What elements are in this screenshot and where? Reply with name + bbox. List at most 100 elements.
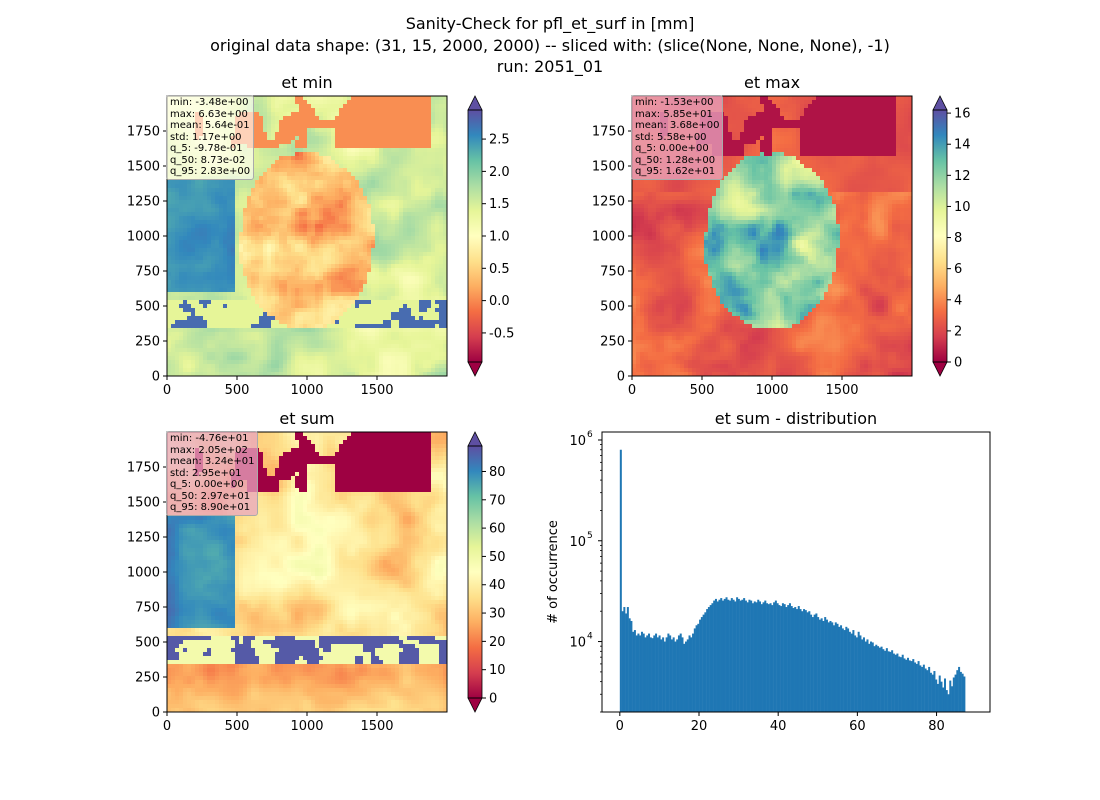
heatmap-cell bbox=[263, 268, 268, 273]
heatmap-cell bbox=[199, 364, 204, 369]
heatmap-cell bbox=[323, 288, 328, 293]
heatmap-cell bbox=[191, 256, 196, 261]
heatmap-cell bbox=[359, 112, 364, 117]
heatmap-cell bbox=[315, 228, 320, 233]
y-tick-label: 750 bbox=[135, 265, 160, 280]
heatmap-cell bbox=[343, 336, 348, 341]
heatmap-cell bbox=[287, 196, 292, 201]
heatmap-cell bbox=[331, 128, 336, 133]
heatmap-cell bbox=[215, 328, 220, 333]
heatmap-cell bbox=[351, 320, 356, 325]
heatmap-cell bbox=[395, 276, 400, 281]
heatmap-cell bbox=[191, 372, 196, 376]
heatmap-cell bbox=[439, 132, 444, 137]
heatmap-cell bbox=[379, 156, 384, 161]
heatmap-cell bbox=[191, 288, 196, 293]
heatmap-cell bbox=[379, 148, 384, 153]
heatmap-cell bbox=[251, 368, 256, 373]
heatmap-cell bbox=[239, 332, 244, 337]
heatmap-cell bbox=[375, 140, 380, 145]
heatmap-cell bbox=[387, 256, 392, 261]
heatmap-cell bbox=[295, 340, 300, 345]
heatmap-cell bbox=[419, 316, 424, 321]
heatmap-cell bbox=[223, 260, 228, 265]
heatmap-cell bbox=[283, 316, 288, 321]
heatmap-cell bbox=[431, 308, 436, 313]
heatmap-cell bbox=[235, 228, 240, 233]
heatmap-cell bbox=[391, 356, 396, 361]
heatmap-cell bbox=[423, 216, 428, 221]
heatmap-cell bbox=[391, 332, 396, 337]
heatmap-cell bbox=[387, 244, 392, 249]
heatmap-cell bbox=[347, 320, 352, 325]
heatmap-cell bbox=[271, 252, 276, 257]
heatmap-cell bbox=[383, 212, 388, 217]
heatmap-cell bbox=[199, 216, 204, 221]
heatmap-cell bbox=[343, 284, 348, 289]
heatmap-cell bbox=[407, 296, 412, 301]
heatmap-cell bbox=[295, 220, 300, 225]
heatmap-cell bbox=[203, 340, 208, 345]
heatmap-cell bbox=[407, 272, 412, 277]
heatmap-cell bbox=[291, 312, 296, 317]
heatmap-cell bbox=[195, 224, 200, 229]
heatmap-cell bbox=[319, 212, 324, 217]
heatmap-cell bbox=[335, 316, 340, 321]
heatmap-cell bbox=[303, 312, 308, 317]
heatmap-cell bbox=[415, 360, 420, 365]
heatmap-cell bbox=[351, 328, 356, 333]
heatmap-cell bbox=[347, 356, 352, 361]
heatmap-cell bbox=[371, 156, 376, 161]
heatmap-cell bbox=[307, 284, 312, 289]
heatmap-cell bbox=[375, 360, 380, 365]
heatmap-cell bbox=[167, 232, 172, 237]
heatmap-cell bbox=[175, 296, 180, 301]
heatmap-cell bbox=[275, 280, 280, 285]
heatmap-cell bbox=[315, 168, 320, 173]
heatmap-cell bbox=[235, 268, 240, 273]
heatmap-cell bbox=[271, 248, 276, 253]
heatmap-cell bbox=[275, 336, 280, 341]
heatmap-cell bbox=[327, 276, 332, 281]
heatmap-cell bbox=[191, 336, 196, 341]
heatmap-cell bbox=[311, 140, 316, 145]
heatmap-cell bbox=[279, 100, 284, 105]
heatmap-cell bbox=[323, 180, 328, 185]
heatmap-cell bbox=[323, 284, 328, 289]
heatmap-cell bbox=[403, 244, 408, 249]
heatmap-cell bbox=[315, 208, 320, 213]
heatmap-cell bbox=[327, 140, 332, 145]
heatmap-cell bbox=[327, 288, 332, 293]
heatmap-cell bbox=[379, 324, 384, 329]
heatmap-cell bbox=[319, 176, 324, 181]
heatmap-cell bbox=[295, 248, 300, 253]
heatmap-cell bbox=[768, 96, 773, 101]
heatmap-cell bbox=[443, 180, 447, 185]
heatmap-cell bbox=[379, 244, 384, 249]
heatmap-cell bbox=[179, 196, 184, 201]
heatmap-cell bbox=[279, 156, 284, 161]
heatmap-cell bbox=[407, 300, 412, 305]
heatmap-cell bbox=[243, 216, 248, 221]
heatmap-cell bbox=[327, 304, 332, 309]
heatmap-cell bbox=[387, 168, 392, 173]
heatmap-cell bbox=[351, 352, 356, 357]
heatmap-cell bbox=[411, 284, 416, 289]
heatmap-cell bbox=[331, 160, 336, 165]
heatmap-cell bbox=[379, 372, 384, 376]
heatmap-cell bbox=[247, 276, 252, 281]
heatmap-cell bbox=[347, 352, 352, 357]
heatmap-cell bbox=[311, 160, 316, 165]
heatmap-cell bbox=[375, 116, 380, 121]
heatmap-cell bbox=[171, 192, 176, 197]
heatmap-cell bbox=[279, 288, 284, 293]
heatmap-cell bbox=[339, 184, 344, 189]
heatmap-cell bbox=[231, 216, 236, 221]
heatmap-cell bbox=[279, 248, 284, 253]
heatmap-cell bbox=[227, 252, 232, 257]
heatmap-cell bbox=[415, 100, 420, 105]
heatmap-cell bbox=[179, 312, 184, 317]
heatmap-cell bbox=[195, 248, 200, 253]
heatmap-cell bbox=[411, 168, 416, 173]
heatmap-cell bbox=[351, 128, 356, 133]
